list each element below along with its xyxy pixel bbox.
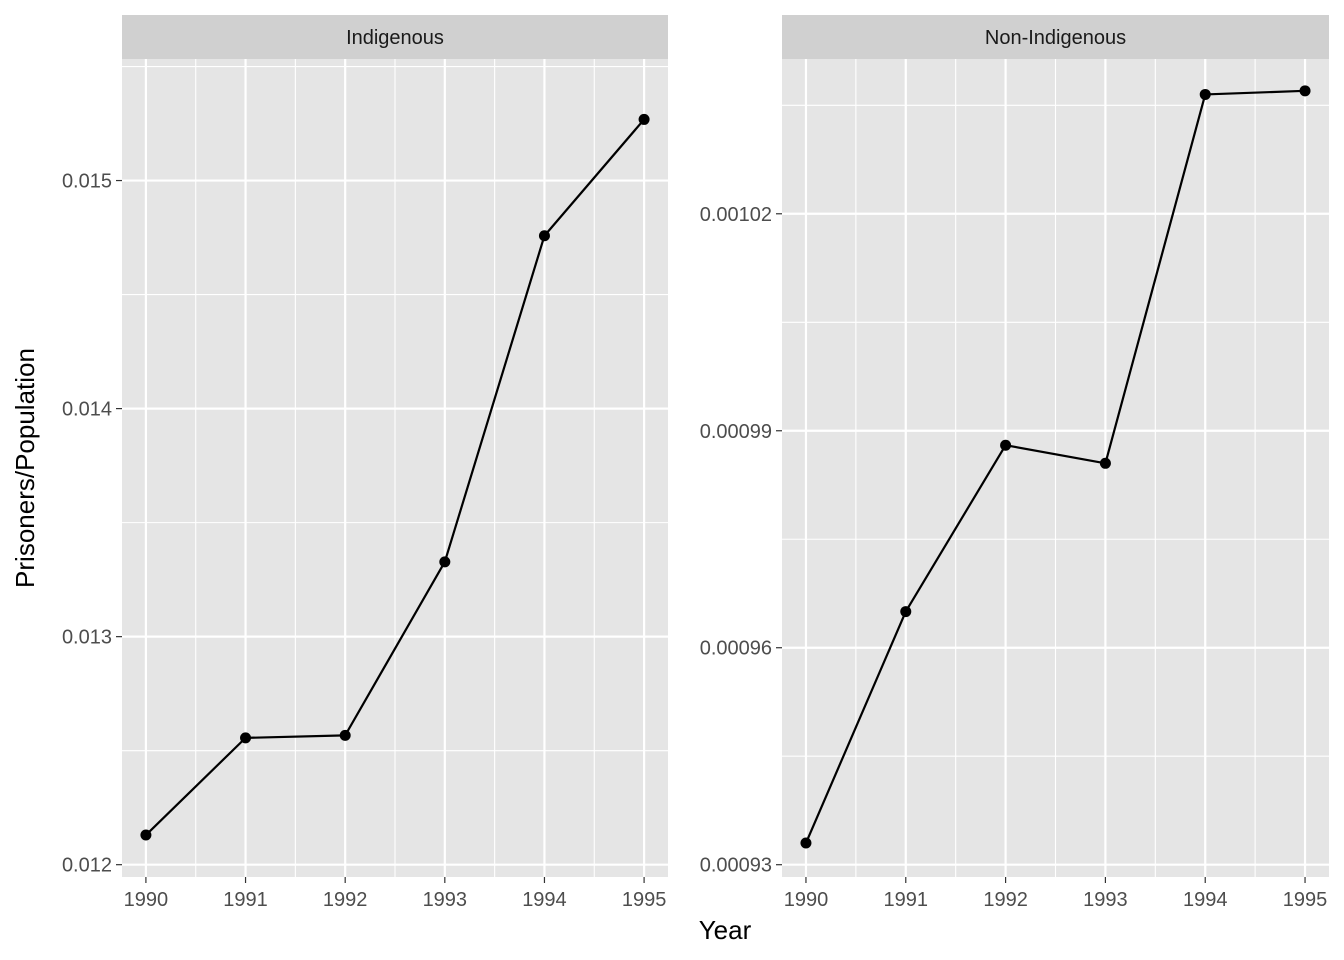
- data-point: [339, 729, 351, 741]
- x-tick-label: 1990: [784, 889, 829, 911]
- x-tick-label: 1995: [1283, 889, 1328, 911]
- x-tick-label: 1992: [323, 889, 368, 911]
- data-point: [638, 113, 650, 125]
- data-point: [1000, 439, 1012, 451]
- facets: Indigenous 1990 1991 1992 1993 1994 1995 0.012 0…: [62, 15, 1329, 911]
- y-tick-label: 0.00093: [700, 855, 772, 877]
- y-tick-label: 0.00099: [700, 421, 772, 443]
- y-tick-label: 0.012: [62, 855, 112, 877]
- y-tick-label: 0.013: [62, 627, 112, 649]
- data-point: [240, 732, 252, 744]
- y-tick-label: 0.015: [62, 171, 112, 193]
- y-tick-label: 0.014: [62, 399, 112, 421]
- y-tick-label: 0.00096: [700, 638, 772, 660]
- x-tick-label: 1991: [884, 889, 929, 911]
- y-axis-title: Prisoners/Population: [10, 348, 40, 588]
- data-point: [538, 230, 550, 242]
- series-line: [145, 118, 645, 836]
- data-point: [1199, 88, 1211, 100]
- x-tick-label: 1992: [983, 889, 1028, 911]
- x-tick-label: 1990: [124, 889, 169, 911]
- x-tick-label: 1991: [223, 889, 268, 911]
- data-point: [800, 837, 812, 849]
- y-tick-label: 0.00102: [700, 204, 772, 226]
- data-point: [1099, 457, 1111, 469]
- data-point: [439, 556, 451, 568]
- x-tick-label: 1994: [1183, 889, 1228, 911]
- facet-strip: [782, 15, 1329, 59]
- x-tick-label: 1995: [622, 889, 667, 911]
- x-tick-label: 1993: [423, 889, 468, 911]
- facet-strip-label: Non-Indigenous: [985, 27, 1126, 49]
- data-point: [1299, 85, 1311, 97]
- series-line: [804, 89, 1306, 844]
- x-tick-label: 1993: [1083, 889, 1128, 911]
- facet-panel-0: Indigenous 1990 1991 1992 1993 1994 1995 0.012 0…: [62, 15, 668, 911]
- data-point: [140, 829, 152, 841]
- facet-strip: [122, 15, 668, 59]
- data-point: [900, 606, 912, 618]
- facet-panel-1: Non-Indigenous 1990 1991 1992 1993 1994 1995 0.…: [700, 15, 1329, 911]
- x-axis-title: Year: [699, 915, 752, 945]
- facet-strip-label: Indigenous: [346, 27, 444, 49]
- x-tick-label: 1994: [522, 889, 567, 911]
